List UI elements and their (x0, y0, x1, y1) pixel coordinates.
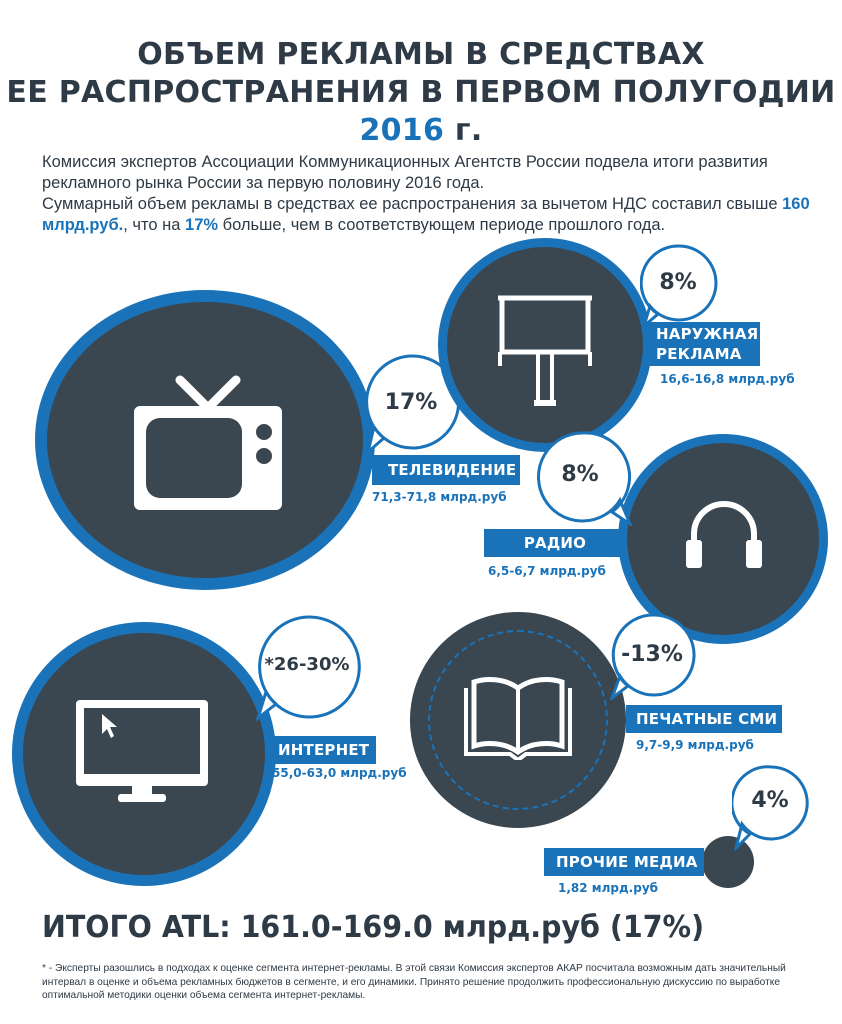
tv-label: ТЕЛЕВИДЕНИЕ (372, 455, 520, 485)
outdoor-label-line1: НАРУЖНАЯ (656, 325, 759, 343)
page-title-line2: ЕЕ РАСПРОСТРАНЕНИЯ В ПЕРВОМ ПОЛУГОДИИ (6, 75, 836, 110)
print-circle-dashed-ring (428, 630, 608, 810)
intro-growth: 17% (185, 216, 219, 234)
tv-icon (128, 372, 288, 512)
print-label: ПЕЧАТНЫЕ СМИ (626, 705, 782, 733)
internet-pct: *26-30% (264, 653, 350, 675)
intro-p2a: Суммарный объем рекламы в средствах ее р… (42, 195, 783, 213)
outdoor-pct-bubble (640, 244, 718, 328)
internet-range: 55,0-63,0 млрд.руб (272, 766, 407, 780)
total-atl: ИТОГО ATL: 161.0-169.0 млрд.руб (17%) (42, 910, 705, 945)
page-title-year: 2016 г. (0, 112, 842, 150)
intro-text: Комиссия экспертов Ассоциации Коммуникац… (42, 152, 822, 236)
intro-amount: 160 млрд.руб. (42, 195, 810, 234)
print-pct-bubble (608, 612, 698, 700)
outdoor-label: НАРУЖНАЯ РЕКЛАМА (648, 322, 760, 366)
print-range: 9,7-9,9 млрд.руб (636, 738, 754, 752)
other-circle (702, 836, 754, 888)
tv-range: 71,3-71,8 млрд.руб (372, 490, 507, 504)
outdoor-pct: 8% (659, 269, 697, 295)
radio-range: 6,5-6,7 млрд.руб (488, 564, 606, 578)
radio-pct-bubble (534, 430, 632, 526)
radio-label: РАДИО (484, 529, 626, 557)
print-pct: -13% (621, 641, 683, 667)
title-year: 2016 (359, 113, 445, 148)
footnote: * - Эксперты разошлись в подходах к оцен… (42, 963, 786, 1001)
outdoor-circle (438, 238, 652, 452)
title-year-suffix: г. (444, 113, 483, 148)
radio-pct: 8% (561, 461, 599, 487)
intro-p2e: больше, чем в соответствующем периоде пр… (218, 216, 666, 234)
other-range: 1,82 млрд.руб (558, 881, 659, 895)
other-pct: 4% (751, 787, 789, 813)
billboard-icon (498, 294, 592, 412)
intro-p2c: , что на (123, 216, 186, 234)
tv-pct: 17% (384, 389, 438, 415)
monitor-icon (74, 698, 210, 806)
other-label: ПРОЧИЕ МЕДИА (544, 848, 704, 876)
internet-label: ИНТЕРНЕТ (268, 736, 376, 764)
internet-pct-bubble (254, 614, 364, 722)
other-pct-bubble (732, 764, 812, 850)
headphones-icon (684, 498, 764, 570)
page-title-line1: ОБЪЕМ РЕКЛАМЫ В СРЕДСТВАХ (137, 37, 705, 72)
outdoor-label-line2: РЕКЛАМА (656, 345, 742, 363)
book-icon (464, 674, 572, 760)
intro-paragraph-1: Комиссия экспертов Ассоциации Коммуникац… (42, 153, 768, 192)
outdoor-range: 16,6-16,8 млрд.руб (660, 372, 795, 386)
